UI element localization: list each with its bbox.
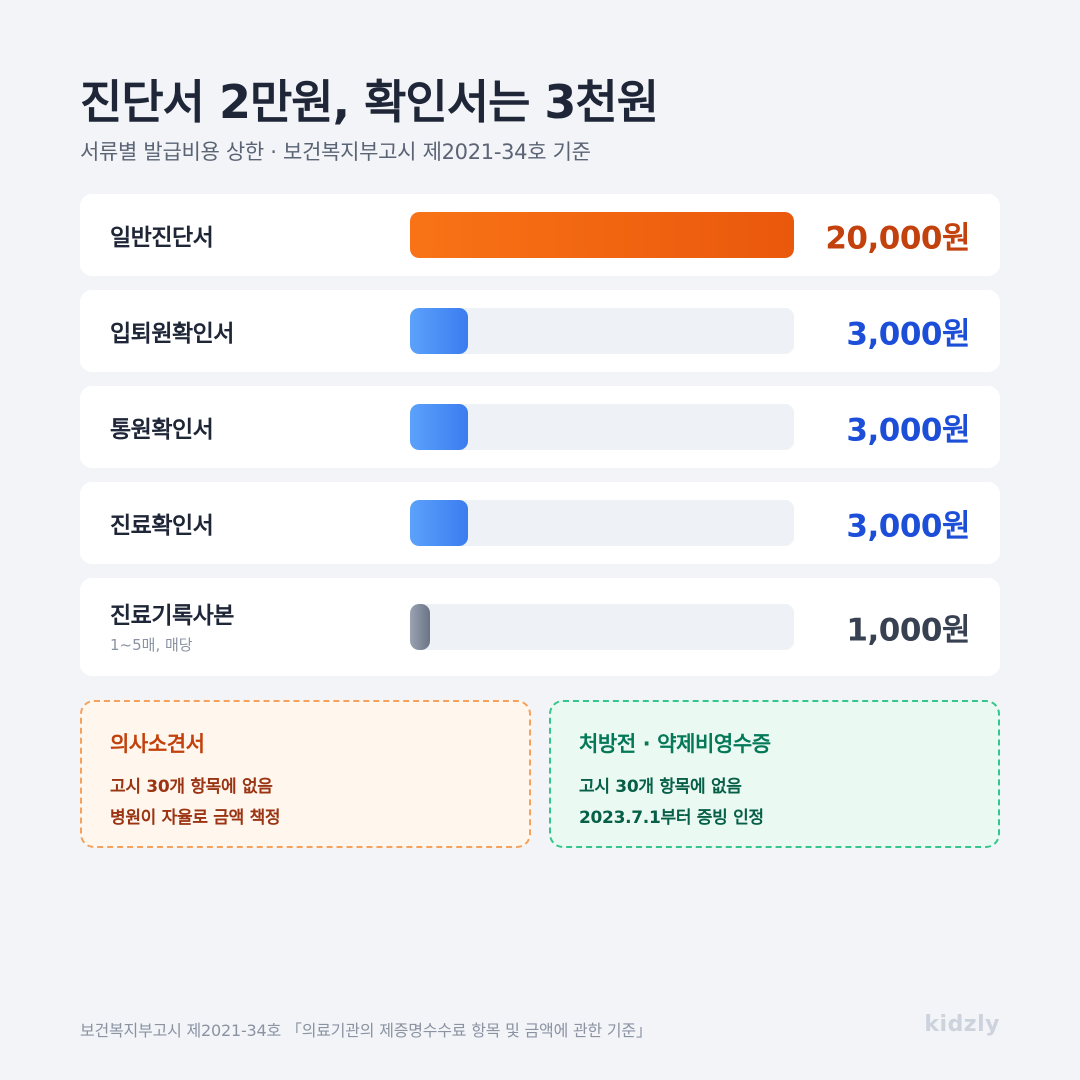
page-title: 진단서 2만원, 확인서는 3천원	[80, 75, 659, 129]
value-label: 1,000원	[846, 612, 970, 649]
chart-row: 입퇴원확인서 3,000원	[80, 290, 1000, 372]
chart-row: 진료기록사본 1~5매, 매당 1,000원	[80, 578, 1000, 676]
bar-track	[410, 212, 794, 258]
bar-track	[410, 604, 794, 650]
value-label: 3,000원	[846, 316, 970, 353]
category-label: 일반진단서	[110, 225, 214, 251]
chart-row: 일반진단서 20,000원	[80, 194, 1000, 276]
value-label: 3,000원	[846, 508, 970, 545]
page-subtitle: 서류별 발급비용 상한 · 보건복지부고시 제2021-34호 기준	[80, 140, 591, 164]
value-label: 3,000원	[846, 412, 970, 449]
note-line: 고시 30개 항목에 없음	[579, 777, 742, 797]
fee-bar-chart: 일반진단서 20,000원 입퇴원확인서 3,000원 통원확인서 3,000원 진료확인서…	[80, 194, 1000, 690]
bar	[410, 404, 468, 450]
bar-track	[410, 500, 794, 546]
chart-row: 통원확인서 3,000원	[80, 386, 1000, 468]
bar	[410, 212, 794, 258]
category-note: 1~5매, 매당	[110, 636, 193, 654]
note-line: 병원이 자율로 금액 책정	[110, 808, 281, 828]
note-title: 의사소견서	[110, 732, 205, 756]
bar	[410, 604, 430, 650]
source-citation: 보건복지부고시 제2021-34호 「의료기관의 제증명수수료 항목 및 금액에…	[80, 1021, 652, 1040]
note-title: 처방전 · 약제비영수증	[579, 732, 771, 756]
note-card-prescription: 처방전 · 약제비영수증 고시 30개 항목에 없음 2023.7.1부터 증빙…	[549, 700, 1000, 848]
bar	[410, 308, 468, 354]
bar-track	[410, 308, 794, 354]
value-label: 20,000원	[825, 220, 970, 257]
chart-row: 진료확인서 3,000원	[80, 482, 1000, 564]
bar	[410, 500, 468, 546]
category-label: 진료기록사본	[110, 603, 234, 629]
note-line: 고시 30개 항목에 없음	[110, 777, 273, 797]
bar-track	[410, 404, 794, 450]
category-label: 입퇴원확인서	[110, 321, 234, 347]
category-label: 진료확인서	[110, 513, 214, 539]
notes-section: 의사소견서 고시 30개 항목에 없음 병원이 자율로 금액 책정 처방전 · …	[80, 700, 1000, 848]
note-line: 2023.7.1부터 증빙 인정	[579, 808, 764, 828]
note-card-doctor-opinion: 의사소견서 고시 30개 항목에 없음 병원이 자율로 금액 책정	[80, 700, 531, 848]
brand-logo: kidzly	[924, 1012, 1000, 1037]
category-label: 통원확인서	[110, 417, 214, 443]
